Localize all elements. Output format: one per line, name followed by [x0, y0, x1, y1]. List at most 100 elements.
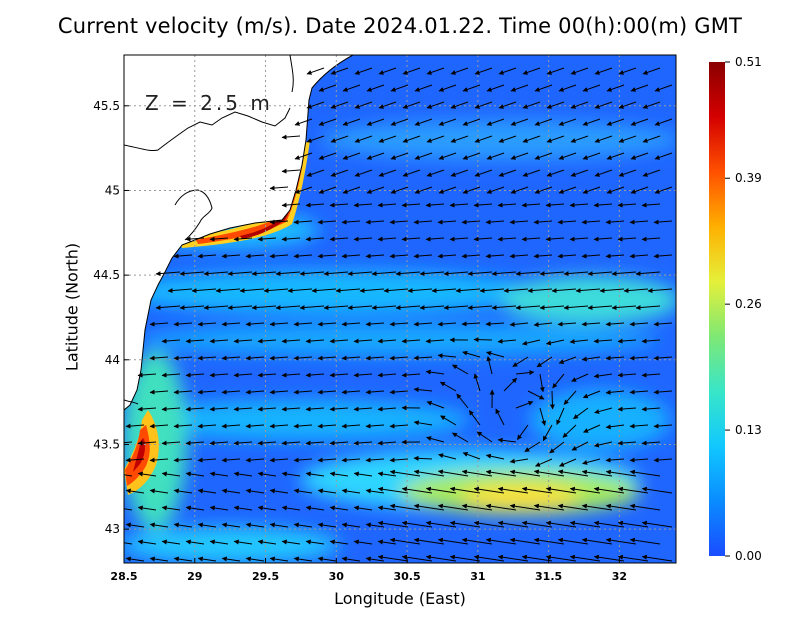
- depth-label: Z = 2.5 m: [145, 91, 273, 115]
- velocity-arrow: [606, 186, 625, 194]
- velocity-arrow: [281, 372, 301, 378]
- velocity-arrow: [395, 271, 421, 277]
- velocity-arrow: [347, 305, 373, 311]
- velocity-arrow: [605, 219, 625, 225]
- velocity-arrow: [124, 542, 133, 545]
- velocity-arrow: [179, 271, 205, 277]
- velocity-arrow: [366, 152, 385, 160]
- velocity-arrow: [365, 556, 385, 562]
- velocity-arrow: [233, 406, 253, 412]
- velocity-arrow: [426, 67, 445, 75]
- velocity-arrow: [407, 288, 433, 294]
- colorbar-tick-label: 0.00: [735, 549, 762, 563]
- velocity-arrow: [546, 101, 565, 109]
- velocity-arrow: [594, 67, 613, 75]
- velocity-arrow: [161, 440, 181, 446]
- velocity-arrow: [450, 169, 469, 177]
- velocity-arrow: [437, 469, 469, 477]
- velocity-arrow: [269, 389, 289, 395]
- velocity-arrow: [233, 338, 253, 344]
- velocity-arrow: [618, 101, 637, 109]
- velocity-arrow: [594, 407, 613, 414]
- velocity-arrow: [329, 406, 349, 412]
- velocity-arrow: [257, 471, 277, 477]
- velocity-arrow: [479, 288, 505, 294]
- velocity-arrow: [437, 353, 457, 359]
- velocity-arrow: [342, 84, 361, 92]
- velocity-arrow: [630, 84, 649, 92]
- velocity-arrow: [450, 67, 469, 75]
- velocity-arrow: [605, 503, 637, 511]
- velocity-arrow: [527, 390, 545, 400]
- velocity-arrow: [522, 169, 541, 177]
- velocity-arrow: [474, 67, 493, 75]
- velocity-arrow: [539, 271, 565, 277]
- velocity-arrow: [582, 458, 601, 465]
- velocity-arrow: [227, 271, 253, 277]
- velocity-arrow: [306, 135, 325, 143]
- velocity-arrow: [473, 202, 493, 208]
- velocity-arrow: [414, 118, 433, 126]
- velocity-arrow: [173, 522, 193, 528]
- velocity-arrow: [629, 457, 649, 463]
- velocity-arrow: [536, 356, 553, 368]
- velocity-arrow: [593, 338, 613, 344]
- velocity-arrow: [425, 236, 445, 242]
- velocity-arrow: [353, 236, 373, 242]
- velocity-arrow: [401, 486, 433, 494]
- velocity-arrow: [353, 372, 373, 378]
- velocity-arrow: [629, 253, 649, 259]
- velocity-arrow: [419, 305, 445, 311]
- velocity-arrow: [606, 84, 625, 92]
- x-tick-label: 29: [187, 570, 202, 583]
- velocity-arrow: [329, 471, 349, 477]
- velocity-arrow: [515, 271, 541, 277]
- velocity-arrow: [545, 202, 565, 208]
- velocity-arrow: [395, 305, 421, 311]
- velocity-arrow: [618, 67, 637, 75]
- velocity-arrow: [558, 152, 577, 160]
- velocity-arrow: [583, 424, 601, 433]
- velocity-arrow: [306, 67, 325, 75]
- velocity-arrow: [563, 390, 577, 405]
- velocity-arrow: [137, 406, 157, 412]
- velocity-arrow: [377, 440, 397, 446]
- velocity-arrow: [593, 520, 625, 528]
- velocity-arrow: [281, 338, 301, 344]
- velocity-arrow: [173, 355, 193, 361]
- y-tick-label: 44: [105, 353, 120, 367]
- velocity-arrow: [605, 469, 637, 477]
- velocity-arrow: [402, 67, 421, 75]
- velocity-arrow: [581, 219, 601, 225]
- velocity-arrow: [359, 288, 385, 294]
- velocity-arrow: [534, 186, 553, 194]
- velocity-arrow: [245, 253, 265, 259]
- velocity-arrow: [539, 407, 547, 426]
- y-tick-label: 45.5: [93, 99, 120, 113]
- velocity-arrow: [533, 503, 565, 511]
- velocity-arrow: [546, 135, 565, 143]
- velocity-arrow: [605, 424, 625, 430]
- velocity-arrow: [510, 84, 529, 92]
- velocity-arrow: [401, 338, 421, 344]
- velocity-arrow: [594, 135, 613, 143]
- velocity-arrow: [377, 539, 397, 545]
- velocity-arrow: [647, 288, 673, 294]
- velocity-arrow: [167, 288, 193, 294]
- x-axis: 28.5 29 29.5 30 30.5 31 31.5 32: [110, 558, 627, 583]
- velocity-arrow: [389, 389, 409, 395]
- velocity-arrow: [425, 554, 457, 562]
- velocity-arrow: [581, 469, 613, 477]
- velocity-arrow: [654, 152, 673, 160]
- velocity-arrow: [329, 505, 349, 511]
- velocity-arrow: [221, 457, 241, 463]
- velocity-arrow: [257, 372, 277, 378]
- velocity-arrow: [617, 236, 637, 242]
- velocity-arrow: [354, 169, 373, 177]
- x-tick-label: 31: [470, 570, 485, 583]
- velocity-arrow: [209, 338, 229, 344]
- velocity-arrow: [317, 321, 337, 327]
- velocity-arrow: [617, 486, 649, 494]
- velocity-arrow: [305, 202, 325, 208]
- velocity-arrow: [221, 423, 241, 429]
